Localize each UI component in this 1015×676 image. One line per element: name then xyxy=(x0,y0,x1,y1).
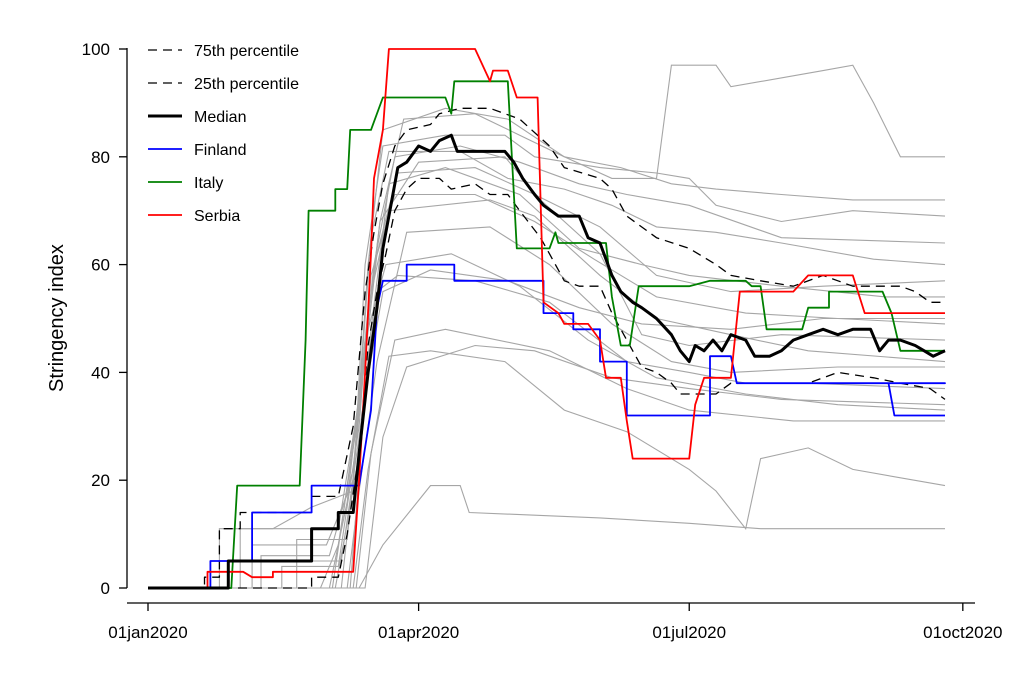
legend-label: Finland xyxy=(194,142,246,159)
country-line xyxy=(148,226,945,589)
country-line xyxy=(148,274,946,589)
axes xyxy=(126,48,975,604)
country-line xyxy=(148,167,945,589)
y-tick-label: 0 xyxy=(101,579,110,598)
country-line xyxy=(148,113,945,589)
x-tick-label: 01oct2020 xyxy=(923,623,1002,642)
x-tick-label: 01jan2020 xyxy=(108,623,187,642)
y-tick-label: 60 xyxy=(91,256,110,275)
country-line xyxy=(148,350,946,589)
x-tick-label: 01jul2020 xyxy=(652,623,726,642)
legend-label: 75th percentile xyxy=(194,43,299,60)
y-axis-label: Stringency index xyxy=(46,244,68,392)
y-tick-label: 80 xyxy=(91,148,110,167)
country-line xyxy=(148,64,945,589)
country-line xyxy=(148,253,946,589)
country-line xyxy=(148,485,945,589)
country-line xyxy=(148,199,946,589)
y-tick-label: 100 xyxy=(82,40,110,59)
legend-label: Median xyxy=(194,109,246,126)
country-line xyxy=(148,156,946,589)
x-ticks: 01jan2020 01apr2020 01jul2020 01oct2020 xyxy=(108,603,1003,642)
legend: 75th percentile 25th percentile Median Finl… xyxy=(148,43,299,225)
series-line-italy xyxy=(148,80,945,589)
country-line xyxy=(148,167,946,589)
country-line xyxy=(148,145,946,589)
legend-label: Serbia xyxy=(194,208,240,225)
country-line xyxy=(148,344,946,589)
series-line-median xyxy=(148,133,946,590)
x-tick-label: 01apr2020 xyxy=(378,623,459,642)
series-line-25th-percentile xyxy=(148,177,946,589)
country-line xyxy=(148,150,946,589)
highlighted-series-lines xyxy=(148,48,946,590)
legend-label: Italy xyxy=(194,175,223,192)
country-line xyxy=(148,193,946,589)
country-line xyxy=(148,134,946,589)
legend-label: 25th percentile xyxy=(194,76,299,93)
y-ticks: 0 20 40 60 80 100 xyxy=(82,40,127,598)
y-tick-label: 40 xyxy=(91,363,110,382)
y-tick-label: 20 xyxy=(91,471,110,490)
country-line xyxy=(148,328,945,589)
series-line-finland xyxy=(148,263,946,589)
